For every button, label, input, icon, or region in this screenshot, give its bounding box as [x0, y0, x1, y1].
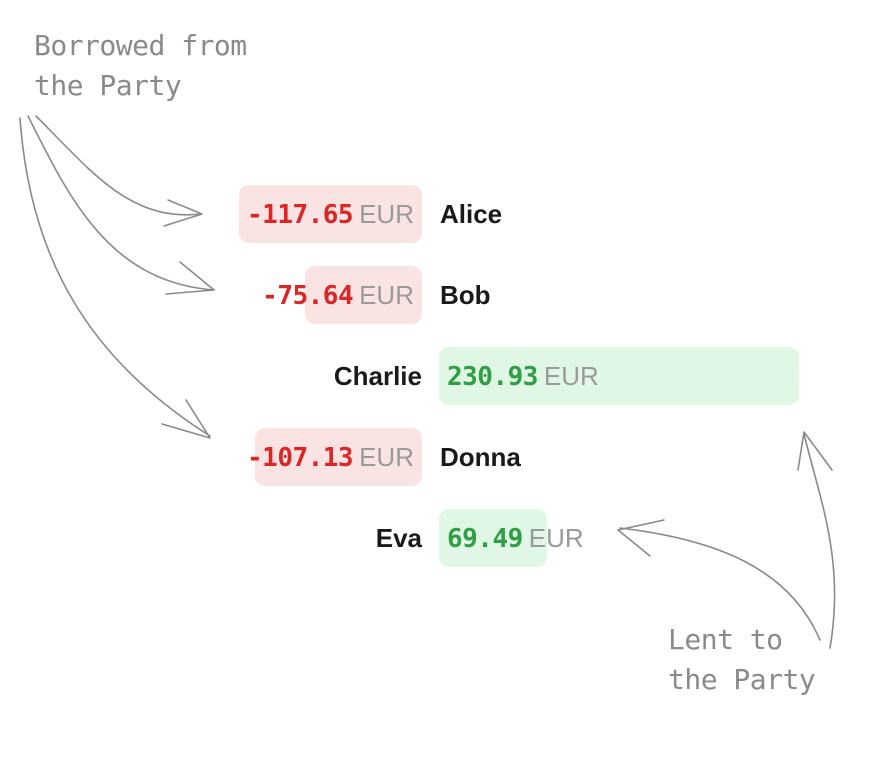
amount-value: -117.65 — [247, 200, 354, 230]
balance-bar — [304, 266, 423, 324]
person-name: Charlie — [333, 361, 422, 391]
currency-label: EUR — [528, 523, 584, 553]
balance-row: -75.64 EUR Bob — [0, 266, 878, 324]
borrowed-annotation: Borrowed from the Party — [34, 29, 247, 102]
amount-value: 69.49 — [447, 524, 523, 554]
person-name: Eva — [375, 523, 422, 553]
person-name: Donna — [440, 442, 521, 472]
balance-amount: 230.93 EUR — [447, 347, 599, 405]
balance-amount: -75.64 EUR — [262, 266, 414, 324]
currency-label: EUR — [359, 199, 414, 229]
balance-bar — [438, 509, 547, 567]
balance-row: -107.13 EUR Donna — [0, 428, 878, 486]
amount-value: -107.13 — [247, 443, 354, 473]
person-name: Bob — [440, 280, 491, 310]
balance-bar — [438, 347, 799, 405]
balance-row: -117.65 EUR Alice — [0, 185, 878, 243]
amount-value: 230.93 — [447, 362, 538, 392]
amount-value: -75.64 — [262, 281, 354, 311]
currency-label: EUR — [359, 280, 414, 310]
lent-annotation: Lent to the Party — [668, 623, 816, 696]
balance-amount: -107.13 EUR — [247, 428, 414, 486]
balance-row: 69.49 EUR Eva — [0, 509, 878, 567]
currency-label: EUR — [543, 361, 599, 391]
currency-label: EUR — [359, 442, 414, 472]
person-name: Alice — [440, 199, 503, 229]
balance-bar — [238, 185, 423, 243]
balance-amount: 69.49 EUR — [447, 509, 584, 567]
balance-row: 230.93 EUR Charlie — [0, 347, 878, 405]
balance-amount: -117.65 EUR — [247, 185, 414, 243]
balance-bar — [255, 428, 423, 486]
